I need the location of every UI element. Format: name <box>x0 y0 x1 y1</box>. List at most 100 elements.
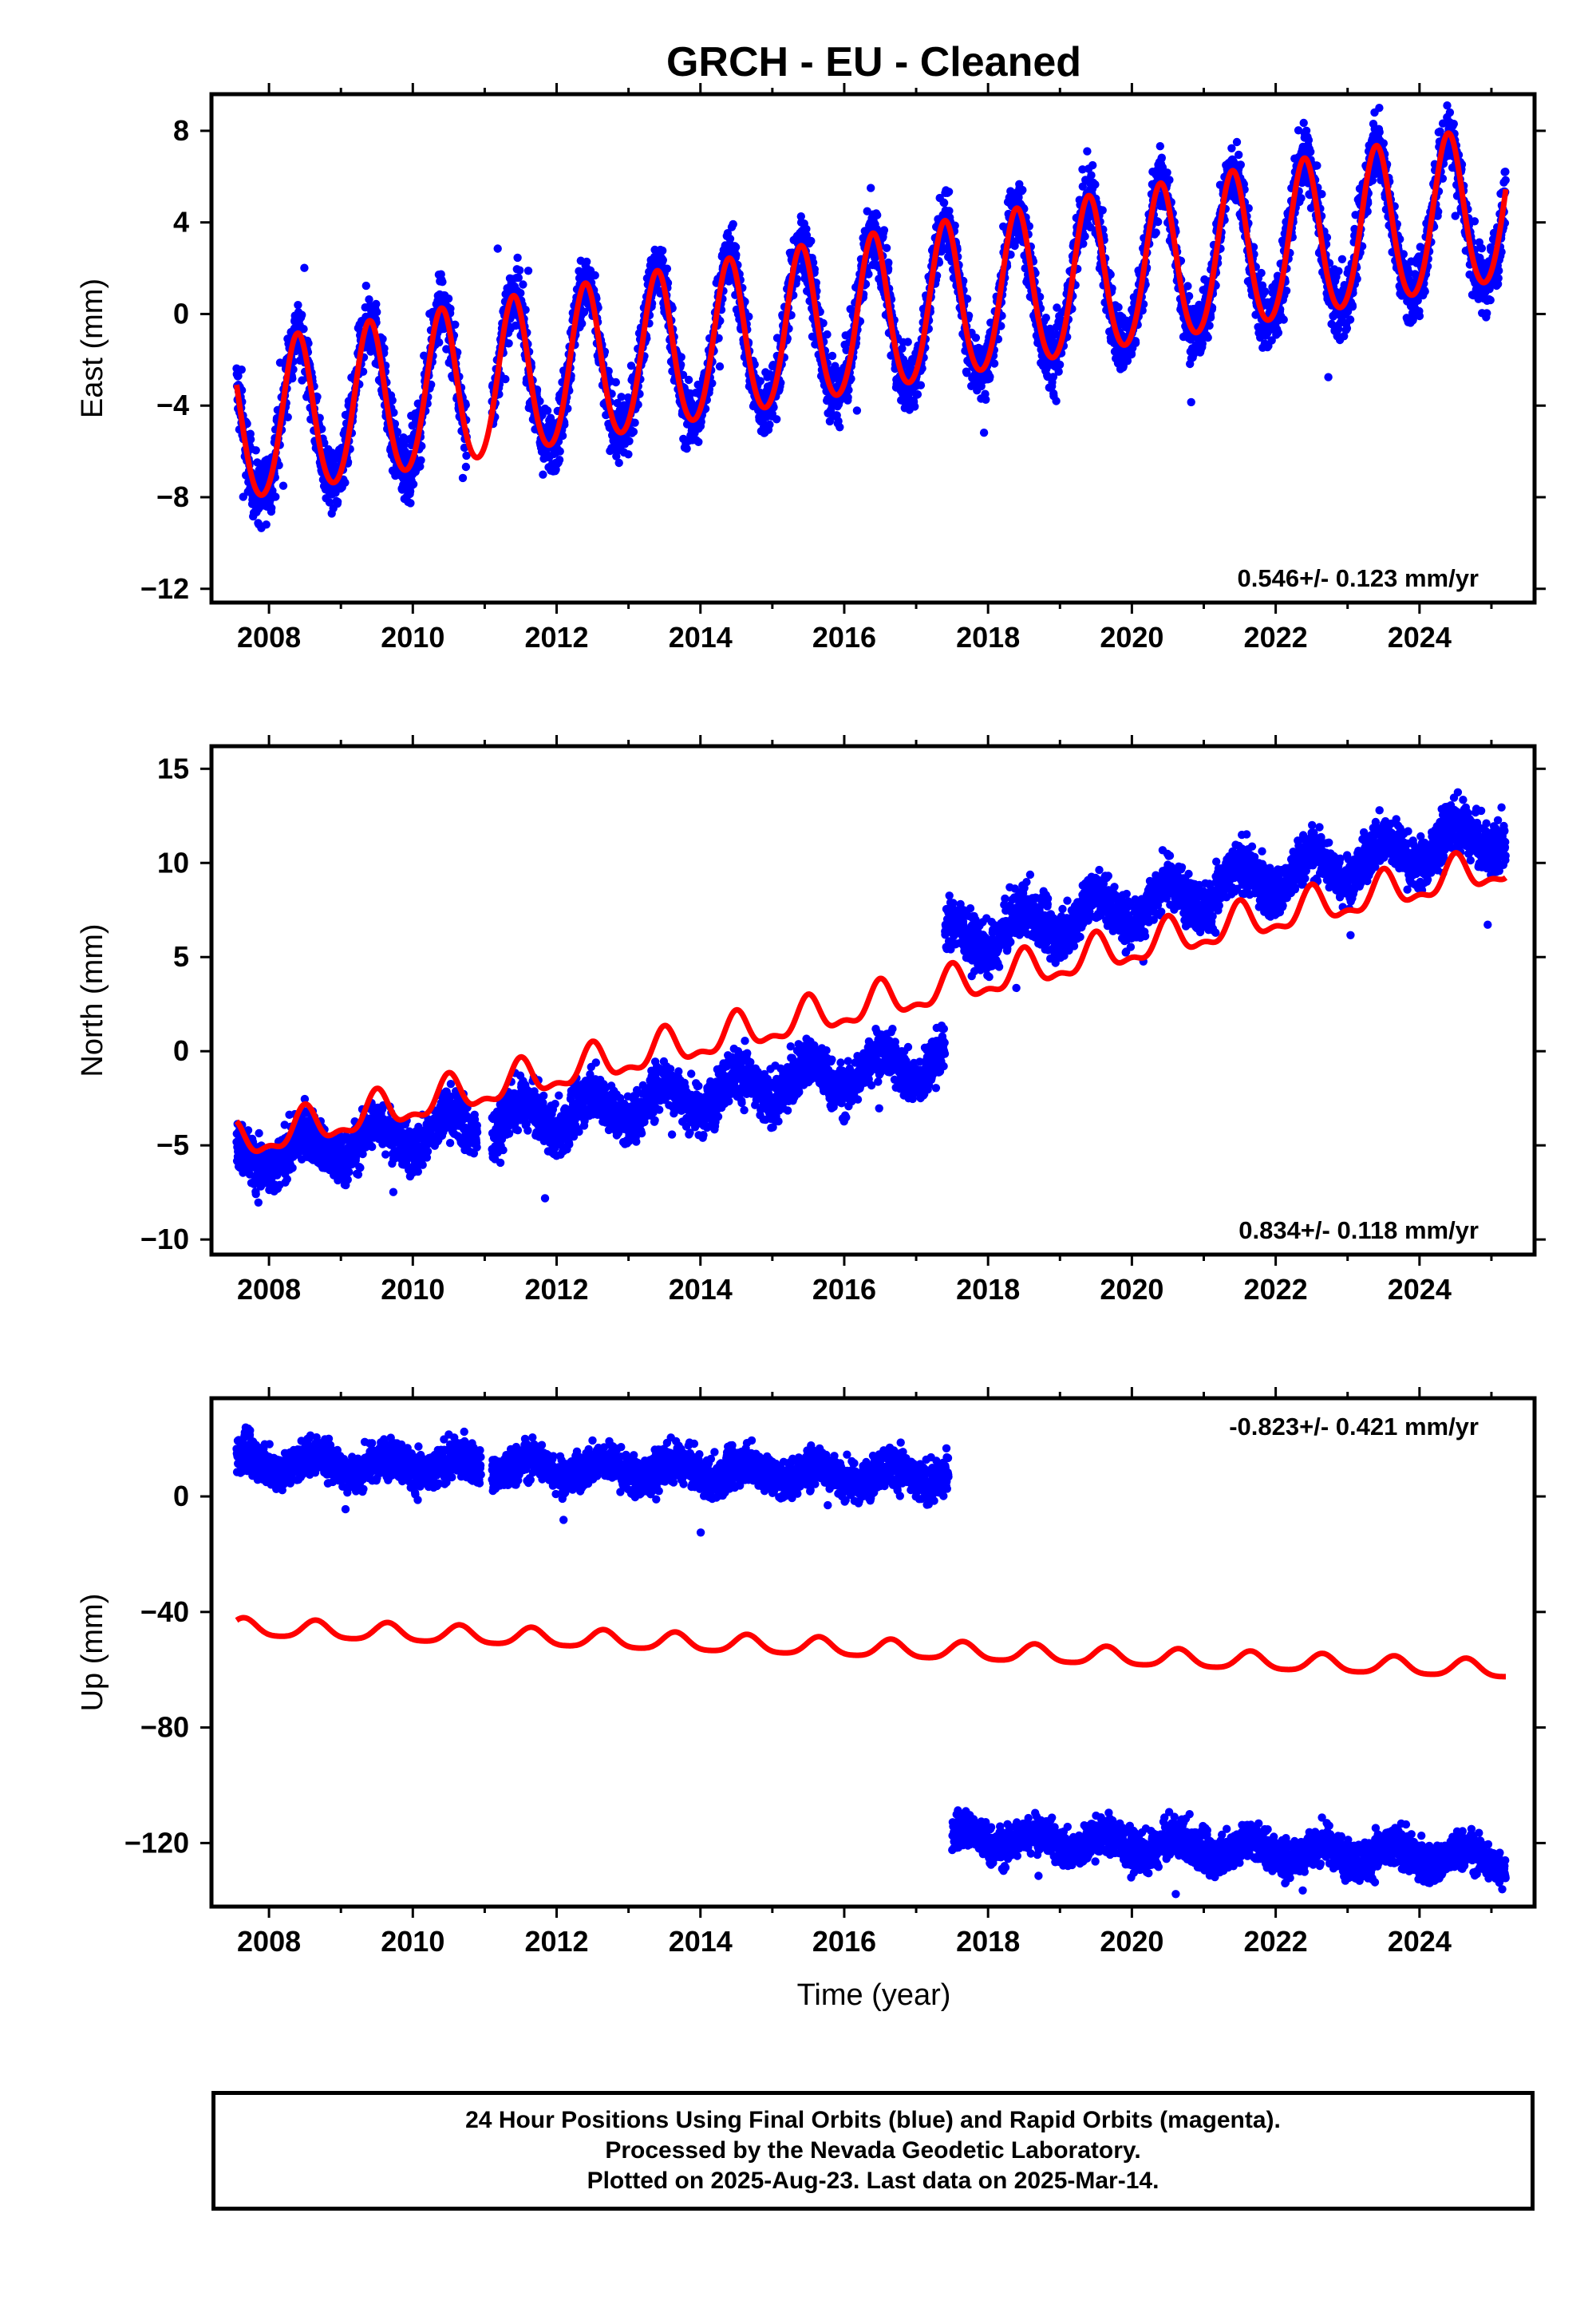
data-point <box>519 280 527 289</box>
data-point <box>1165 176 1174 184</box>
data-point <box>916 381 926 389</box>
data-point <box>939 199 949 207</box>
data-point <box>613 398 622 408</box>
data-point <box>234 371 243 381</box>
data-point <box>591 271 599 280</box>
data-point <box>1088 160 1097 170</box>
data-point <box>578 319 587 328</box>
data-point <box>807 236 816 246</box>
data-point <box>325 498 334 507</box>
data-point <box>388 396 397 405</box>
data-point <box>1156 142 1165 151</box>
data-point <box>684 375 693 385</box>
data-point <box>843 393 852 402</box>
data-point <box>1304 136 1314 144</box>
data-point <box>1375 104 1384 113</box>
data-point <box>1091 180 1100 189</box>
data-point <box>658 246 667 255</box>
data-point <box>558 431 567 441</box>
data-point <box>882 243 891 252</box>
data-point <box>416 462 425 471</box>
data-point <box>986 372 994 381</box>
data-point <box>879 226 889 235</box>
data-point <box>990 359 999 368</box>
data-point <box>1154 217 1163 227</box>
data-point <box>662 264 672 273</box>
data-point <box>372 299 381 309</box>
data-point <box>867 184 875 192</box>
data-point <box>731 243 741 251</box>
data-point <box>521 306 530 314</box>
data-point <box>678 370 688 379</box>
data-point <box>1324 373 1333 381</box>
data-point <box>380 344 389 353</box>
data-point <box>583 257 591 267</box>
data-point <box>461 462 471 472</box>
data-point <box>1052 397 1061 405</box>
data-point <box>444 294 453 303</box>
data-point <box>1203 333 1212 342</box>
data-point <box>271 492 280 501</box>
data-point <box>971 334 981 342</box>
data-point <box>451 320 460 329</box>
data-point <box>1257 268 1266 278</box>
data-point <box>828 351 837 361</box>
panel-east: 2008 2010 2012 2014 2016 2018 2020 2022 2024−12−… <box>76 83 1546 654</box>
data-point <box>513 253 522 263</box>
data-point <box>373 307 381 317</box>
data-point <box>756 377 764 385</box>
data-point <box>1163 168 1171 177</box>
data-point <box>288 374 297 383</box>
data-point <box>251 446 260 455</box>
data-point <box>625 437 634 445</box>
data-point <box>555 447 564 456</box>
data-point <box>1342 324 1352 333</box>
data-point <box>535 397 544 405</box>
data-point <box>361 281 370 290</box>
data-point <box>446 304 455 313</box>
data-point <box>417 456 425 464</box>
data-point <box>393 428 402 437</box>
data-point <box>516 266 524 275</box>
data-point <box>237 366 246 374</box>
data-point <box>539 470 547 479</box>
data-point <box>555 456 564 464</box>
data-point <box>262 520 271 529</box>
data-point <box>1232 137 1242 147</box>
data-point <box>275 460 283 470</box>
data-point <box>677 353 685 362</box>
data-point <box>836 423 844 432</box>
data-point <box>1187 397 1195 407</box>
data-point <box>1337 255 1347 263</box>
data-point <box>1375 128 1384 136</box>
data-point <box>246 435 255 444</box>
data-point <box>283 413 292 421</box>
data-point <box>1080 232 1089 241</box>
data-point <box>504 339 513 348</box>
data-point <box>1131 338 1140 347</box>
data-point <box>435 338 444 347</box>
data-point <box>543 406 552 415</box>
data-point <box>1279 315 1288 324</box>
data-point <box>1299 118 1308 128</box>
data-point <box>1235 150 1243 160</box>
data-point <box>279 481 288 490</box>
data-point <box>626 362 636 370</box>
data-point <box>438 278 447 287</box>
data-point <box>1098 206 1107 215</box>
data-point <box>1348 302 1357 311</box>
data-point <box>514 273 523 283</box>
data-point <box>658 255 667 265</box>
data-point <box>523 267 533 275</box>
data-point <box>1306 148 1315 156</box>
data-point <box>1087 171 1096 180</box>
data-point <box>772 415 781 424</box>
data-point <box>1297 194 1306 203</box>
data-point <box>944 188 954 196</box>
data-point <box>624 450 633 459</box>
data-point <box>458 473 468 483</box>
data-point <box>299 325 308 334</box>
data-point <box>982 395 990 404</box>
data-point <box>1157 153 1167 162</box>
